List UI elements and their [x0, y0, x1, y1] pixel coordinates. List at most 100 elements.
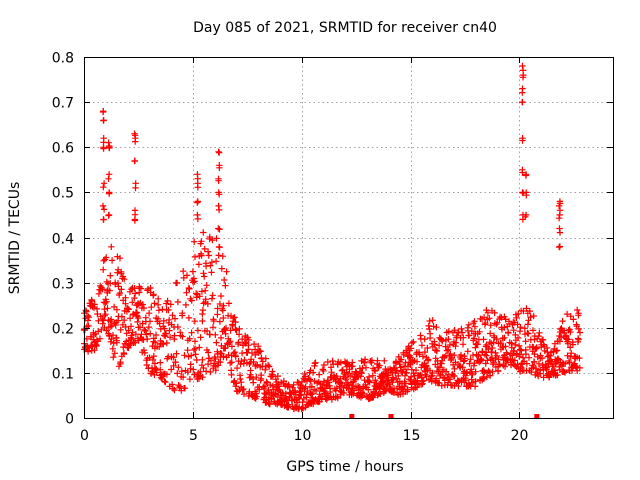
data-point: [212, 331, 219, 338]
data-point: [316, 371, 323, 378]
data-point: [99, 286, 106, 293]
data-point: [213, 339, 220, 346]
spike-point: [105, 175, 112, 182]
data-point: [245, 336, 252, 344]
data-point: [262, 355, 269, 362]
data-point: [171, 386, 178, 394]
data-point: [101, 312, 108, 319]
data-point: [460, 358, 467, 365]
data-point: [370, 394, 377, 401]
data-point: [562, 360, 569, 367]
data-point: [186, 376, 194, 383]
data-point: [376, 362, 383, 369]
data-point: [377, 390, 384, 397]
spike-point: [216, 164, 223, 171]
data-point: [220, 314, 227, 322]
data-point: [535, 360, 543, 367]
data-point: [126, 342, 133, 349]
data-point: [525, 330, 532, 337]
data-point: [117, 360, 124, 368]
data-point: [201, 273, 208, 280]
data-point: [537, 370, 544, 377]
spike-point: [105, 212, 112, 219]
data-point: [111, 350, 118, 357]
data-point: [398, 356, 405, 363]
data-point: [250, 358, 257, 366]
data-point: [113, 306, 121, 313]
data-point: [108, 316, 115, 323]
data-point: [175, 364, 182, 371]
data-point: [236, 325, 243, 333]
data-point: [155, 295, 162, 302]
data-point: [173, 279, 181, 287]
grid-lines: [84, 57, 613, 418]
data-point: [527, 314, 534, 321]
data-point: [337, 359, 345, 366]
data-point: [505, 320, 513, 327]
data-point: [163, 339, 170, 347]
data-point: [530, 358, 538, 365]
data-point: [239, 386, 246, 394]
data-point: [312, 387, 320, 395]
data-point: [145, 323, 153, 331]
data-point: [564, 340, 572, 347]
data-point: [203, 327, 211, 335]
data-point: [245, 346, 252, 353]
spike-point: [216, 149, 223, 156]
data-point: [154, 315, 162, 323]
data-point: [164, 297, 171, 305]
data-point: [166, 327, 173, 334]
data-point: [199, 317, 206, 325]
data-point: [488, 354, 496, 361]
data-point: [562, 332, 570, 339]
spike-point: [556, 243, 563, 251]
data-gap-marker: [349, 414, 355, 418]
data-point: [192, 351, 199, 358]
y-tick-label: 0.4: [52, 232, 74, 248]
data-point: [425, 356, 432, 363]
data-point: [467, 356, 474, 363]
data-point: [174, 323, 181, 331]
data-point: [433, 347, 441, 355]
data-point: [191, 338, 199, 345]
data-point: [104, 305, 111, 312]
data-point: [309, 369, 317, 376]
data-point: [299, 398, 306, 406]
data-point: [368, 357, 376, 364]
data-point: [290, 381, 297, 388]
data-point: [517, 324, 524, 331]
data-gap-marker: [388, 414, 394, 418]
data-point: [371, 367, 379, 375]
data-point: [122, 294, 129, 301]
data-point: [157, 359, 164, 366]
data-point: [328, 369, 335, 376]
data-point: [535, 332, 542, 340]
data-point: [132, 331, 140, 338]
data-point: [171, 315, 179, 322]
data-point: [110, 354, 117, 361]
spike-point: [519, 137, 526, 144]
spike-point: [194, 199, 201, 206]
data-point: [340, 389, 348, 397]
data-point: [112, 281, 119, 288]
x-tick-label: 5: [189, 428, 198, 444]
data-point: [129, 299, 136, 306]
data-point: [238, 379, 245, 386]
spike-point: [523, 192, 530, 199]
data-point: [407, 373, 415, 381]
data-point: [199, 356, 206, 363]
data-point: [144, 335, 151, 343]
data-point: [544, 353, 552, 360]
data-point: [407, 345, 415, 352]
data-point: [264, 361, 272, 369]
data-point: [183, 272, 191, 279]
data-point: [214, 311, 221, 318]
data-point: [175, 381, 182, 389]
spike-point: [99, 108, 107, 116]
data-point: [474, 341, 481, 348]
data-point: [526, 307, 533, 315]
data-point: [94, 310, 101, 318]
spike-point: [99, 202, 107, 210]
data-point: [171, 332, 178, 339]
